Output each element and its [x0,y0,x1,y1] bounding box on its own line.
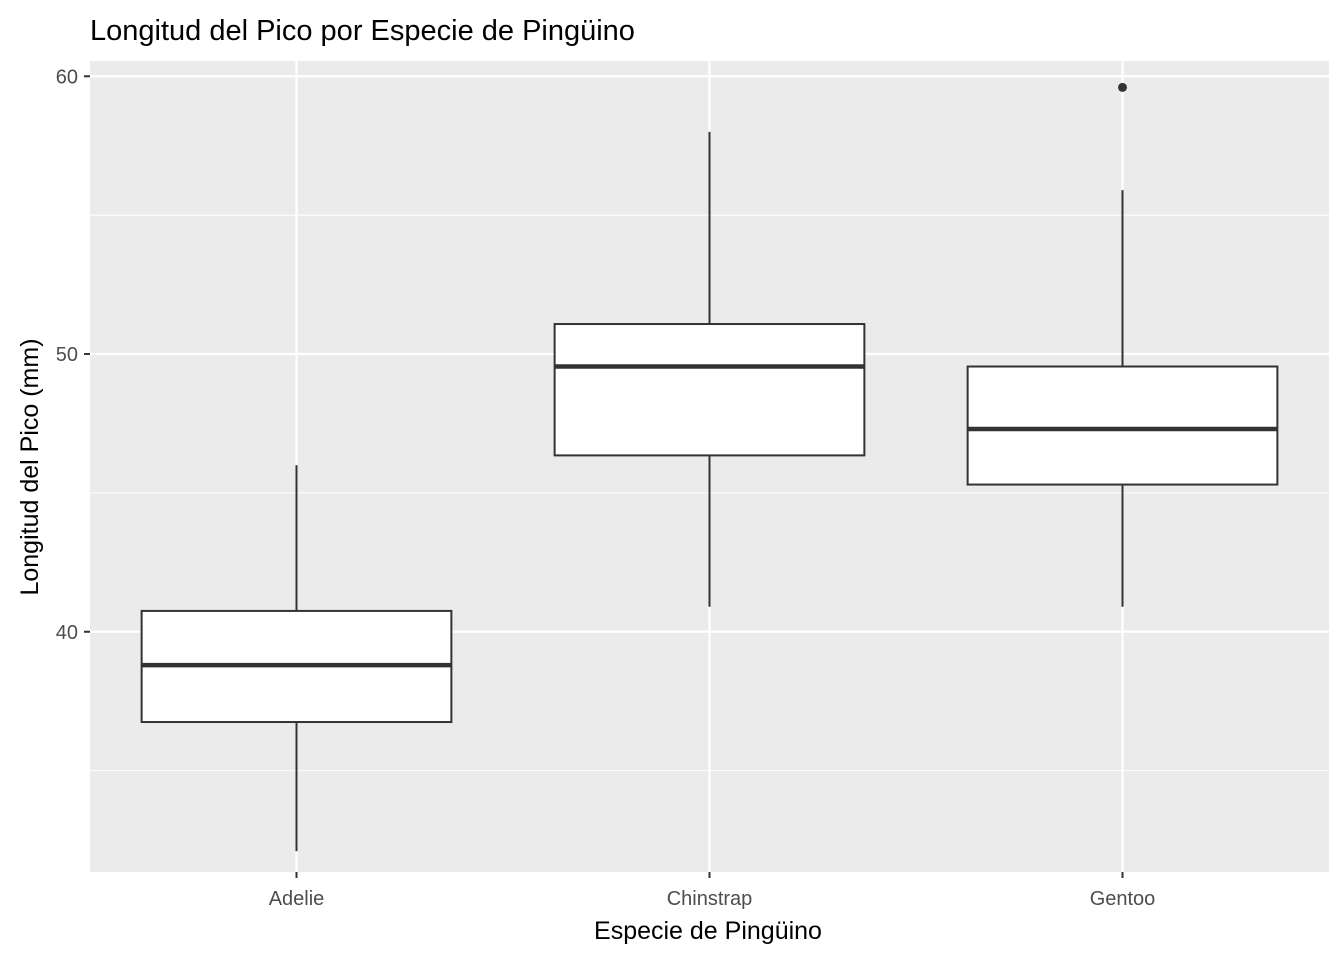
y-tick-label: 50 [56,344,78,366]
box-chinstrap [553,131,866,607]
x-tick-label: Adelie [269,888,325,910]
iqr-box [553,323,866,457]
axes: 40 50 60 Adelie Chinstrap Gentoo [56,66,1156,910]
box-gentoo [966,82,1279,607]
chart-title: Longitud del Pico por Especie de Pingüin… [90,15,635,47]
x-axis-title: Especie de Pingüino [594,917,822,945]
y-tick-label: 40 [56,622,78,644]
x-tick-label: Gentoo [1090,888,1156,910]
x-tick-label: Chinstrap [667,888,753,910]
iqr-box [966,365,1279,486]
boxes [140,82,1279,852]
y-axis-title: Longitud del Pico (mm) [16,338,44,595]
box-adelie [140,465,453,852]
outlier-point [1118,82,1127,92]
y-tick-label: 60 [56,66,78,88]
